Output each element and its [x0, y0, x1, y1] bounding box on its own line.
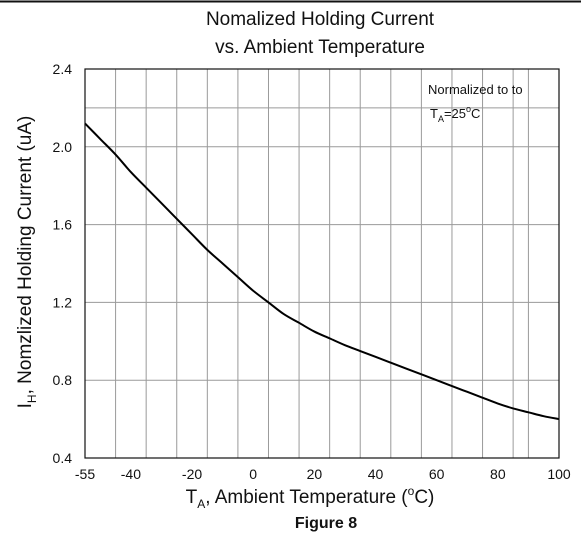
x-tick-label: 60 [429, 466, 445, 482]
y-tick-labels: 0.4 0.8 1.2 1.6 2.0 2.4 [53, 61, 73, 466]
x-tick-label: 0 [249, 466, 257, 482]
x-tick-label: -20 [182, 466, 202, 482]
ylabel-text: , Nomzlized Holding Current (uA) [15, 116, 36, 395]
x-tick-label: 100 [547, 466, 571, 482]
xlabel-text: , Ambient Temperature ( [205, 487, 408, 508]
y-tick-label: 1.6 [53, 217, 73, 233]
chart-title-line1: Nomalized Holding Current [206, 9, 435, 30]
y-tick-label: 2.4 [53, 61, 73, 77]
xlabel-post: C) [414, 487, 434, 508]
annotation-sup: o [466, 104, 471, 114]
annotation-unit: C [471, 106, 480, 121]
annotation-sub: A [438, 114, 444, 124]
x-axis-label: TA, Ambient Temperature (oC) [186, 484, 435, 511]
plot-frame [84, 68, 560, 459]
x-tick-label: -40 [121, 466, 141, 482]
data-series [84, 122, 560, 421]
annotation-line1: Normalized to to [428, 82, 523, 97]
y-tick-label: 0.8 [53, 372, 73, 388]
annotation-line2: TA=25oC [430, 104, 480, 124]
x-tick-label: 80 [490, 466, 506, 482]
x-tick-label: 20 [307, 466, 323, 482]
xlabel-sub: A [197, 497, 205, 511]
holding-current-line [84, 122, 560, 421]
x-tick-label: -55 [75, 466, 95, 482]
x-tick-labels: -55 -40 -20 0 20 40 60 80 100 [75, 466, 571, 482]
ylabel-sub: H [25, 394, 39, 403]
figure-caption: Figure 8 [295, 515, 357, 532]
y-axis-label: IH, Nomzlized Holding Current (uA) [15, 116, 39, 409]
chart-title-line2: vs. Ambient Temperature [215, 37, 425, 58]
annotation-t: T [430, 106, 438, 121]
y-tick-label: 0.4 [53, 450, 73, 466]
ylabel-i: I [15, 403, 36, 408]
y-tick-label: 1.2 [53, 294, 73, 310]
y-tick-label: 2.0 [53, 139, 73, 155]
xlabel-t: T [186, 487, 198, 508]
xlabel-sup: o [408, 484, 415, 498]
x-tick-label: 40 [368, 466, 384, 482]
annotation-eq: =25 [444, 106, 466, 121]
